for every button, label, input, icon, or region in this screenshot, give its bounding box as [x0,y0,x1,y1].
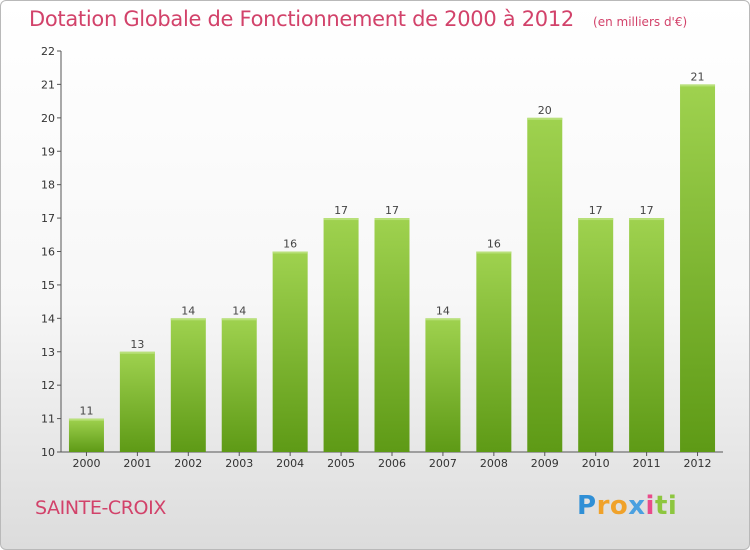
logo-letter: x [628,491,646,521]
x-tick-label: 2007 [429,457,457,470]
bar-value-label: 14 [232,304,246,317]
bar [272,251,308,452]
x-tick-label: 2004 [276,457,304,470]
logo-letter: i [667,491,678,521]
logo-letter: i [645,491,655,521]
bar-top-highlight [221,318,257,321]
y-tick-label: 11 [41,413,55,426]
y-tick-label: 16 [41,246,55,259]
bar-top-highlight [476,251,512,254]
bar-value-label: 14 [181,304,195,317]
logo-letter: o [609,491,629,521]
y-tick-label: 17 [41,212,55,225]
bar-top-highlight [629,218,665,221]
chart-title: Dotation Globale de Fonctionnement de 20… [29,7,574,31]
x-tick-label: 2009 [531,457,559,470]
bar-top-highlight [374,218,410,221]
bar-top-highlight [578,218,614,221]
bar [578,218,614,452]
x-tick-label: 2001 [123,457,151,470]
bar-top-highlight [272,251,308,254]
bar [527,117,563,452]
x-tick-label: 2012 [684,457,712,470]
bar-value-label: 16 [487,238,501,251]
city-name: SAINTE-CROIX [35,497,166,519]
bar-value-label: 16 [283,238,297,251]
y-tick-label: 20 [41,112,55,125]
x-tick-label: 2011 [633,457,661,470]
x-tick-label: 2005 [327,457,355,470]
x-tick-label: 2000 [72,457,100,470]
title-row: Dotation Globale de Fonctionnement de 20… [29,7,687,31]
x-tick-label: 2008 [480,457,508,470]
bar-value-label: 17 [385,204,399,217]
x-tick-label: 2002 [174,457,202,470]
y-tick-label: 12 [41,379,55,392]
proxiti-logo: Proxiti [577,491,677,521]
bars: 11 13 14 14 16 17 17 14 16 20 17 17 21 [68,70,716,453]
y-axis: 10 11 12 13 14 15 16 17 18 19 20 21 22 [41,45,62,459]
bar-value-label: 21 [691,70,705,83]
y-tick-label: 19 [41,145,55,158]
bar-value-label: 17 [589,204,603,217]
bar-top-highlight [323,218,359,221]
bar [629,218,665,452]
bar [119,351,155,452]
bar [425,318,461,452]
bar-top-highlight [527,117,563,120]
bar-value-label: 17 [334,204,348,217]
x-tick-label: 2006 [378,457,406,470]
y-tick-label: 14 [41,312,55,325]
bar [221,318,257,452]
bar-value-label: 20 [538,104,552,117]
y-tick-label: 13 [41,346,55,359]
x-tick-label: 2003 [225,457,253,470]
x-tick-label: 2010 [582,457,610,470]
bar-value-label: 14 [436,304,450,317]
y-tick-label: 21 [41,78,55,91]
y-tick-label: 15 [41,279,55,292]
bar [476,251,512,452]
chart-unit: (en milliers d'€) [593,15,688,29]
bar-top-highlight [119,351,155,354]
bar [374,218,410,452]
bar [68,418,104,452]
bar-top-highlight [170,318,206,321]
bar-top-highlight [680,84,716,87]
bar-value-label: 13 [130,338,144,351]
y-tick-label: 10 [41,446,55,459]
y-tick-label: 22 [41,45,55,58]
x-axis: 2000 2001 2002 2003 2004 2005 2006 2007 2008 2009… [61,451,723,470]
y-tick-label: 18 [41,179,55,192]
bar-value-label: 17 [640,204,654,217]
logo-letter: t [654,491,668,521]
bar-value-label: 11 [79,405,93,418]
bar [680,84,716,453]
bar-top-highlight [425,318,461,321]
bar [170,318,206,452]
logo-letter: r [596,491,610,521]
logo-letter: P [577,491,597,521]
bar-top-highlight [68,418,104,421]
bar [323,218,359,452]
